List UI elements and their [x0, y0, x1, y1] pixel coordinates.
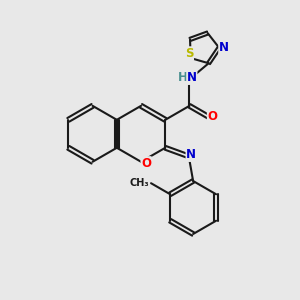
Text: N: N [219, 41, 229, 54]
Text: O: O [207, 110, 218, 123]
Text: CH₃: CH₃ [129, 178, 149, 188]
Text: H: H [178, 71, 188, 84]
Text: S: S [185, 47, 194, 60]
Text: N: N [186, 148, 196, 161]
Text: O: O [141, 157, 151, 170]
Text: N: N [187, 71, 197, 84]
